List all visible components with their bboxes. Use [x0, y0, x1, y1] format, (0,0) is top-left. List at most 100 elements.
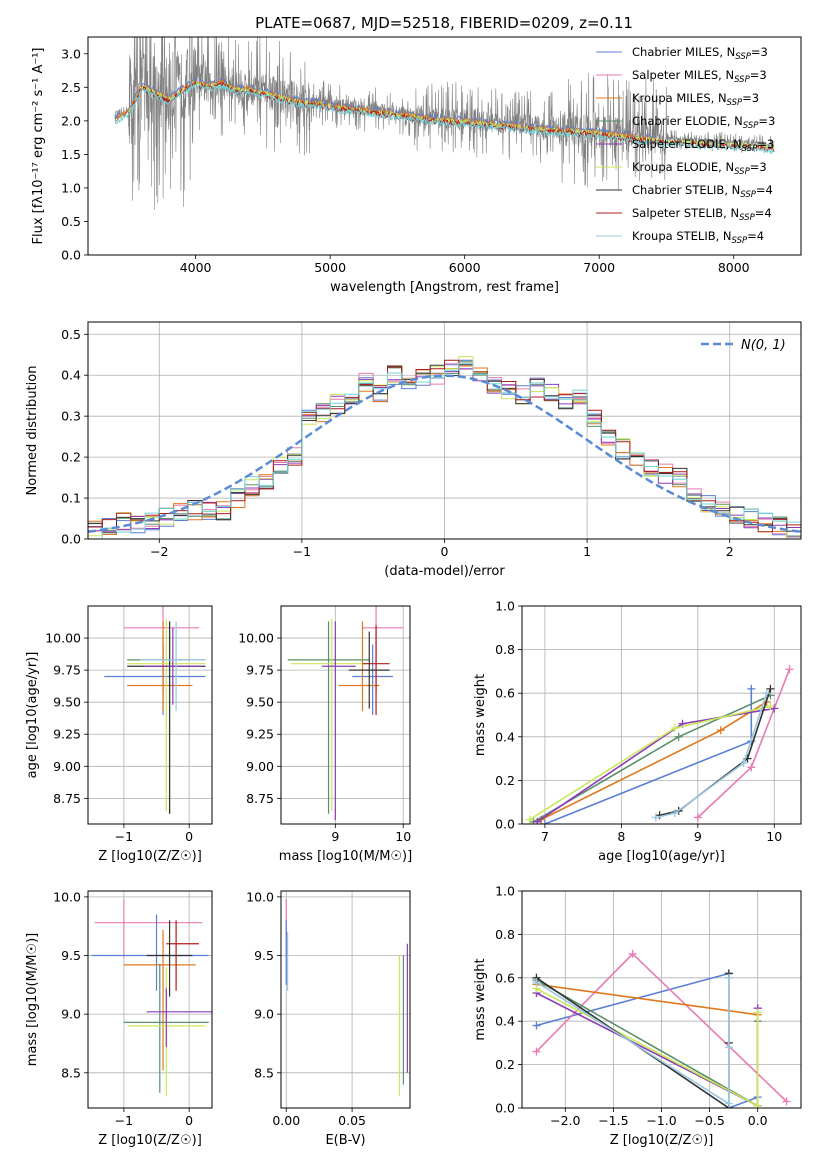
- tick-label-x: 0: [185, 1113, 193, 1128]
- tick-label-x: 9: [331, 829, 339, 844]
- tick-label-y: 10.00: [238, 631, 274, 646]
- legend-label: Salpeter ELODIE, NSSP=3: [632, 137, 774, 154]
- figure-title: PLATE=0687, MJD=52518, FIBERID=0209, z=0…: [255, 14, 633, 32]
- tick-label-y: 0.4: [495, 1014, 515, 1029]
- tick-label-x: 10: [395, 829, 411, 844]
- tick-label-y: 0.8: [495, 927, 515, 942]
- tick-label-y: 0.0: [495, 1101, 515, 1116]
- weight-marker: [532, 1021, 541, 1030]
- tick-label-x: 6000: [449, 260, 481, 275]
- weight-marker: [670, 724, 679, 733]
- tick-label-y: 3.0: [61, 46, 81, 61]
- legend-label-sub: SSP: [743, 121, 759, 131]
- axis-label-y: mass weight: [473, 674, 488, 756]
- weight-series-line: [535, 977, 730, 1106]
- tick-label-y: 9.25: [53, 727, 81, 742]
- tick-label-x: 7: [541, 829, 549, 844]
- age_vs_Z-axes: −1 0 8.75 9.00 9.25 9.50 9.75 10.00 Z [log10(Z/Z…: [25, 606, 212, 864]
- weight-marker: [525, 815, 534, 824]
- legend-label-tail: =3: [758, 114, 775, 128]
- tick-label-y: 0.3: [61, 409, 81, 424]
- tick-label-x: −1: [115, 1113, 133, 1128]
- weight-marker: [753, 1008, 762, 1017]
- mass_vs_Z-errorbars: [91, 899, 212, 1097]
- weight_vs_age-lines: [525, 665, 794, 824]
- weight_vs_Z-lines: [532, 949, 791, 1108]
- tick-label-y: 9.50: [53, 695, 81, 710]
- mass_vs_Z-axes: −1 0 8.5 9.0 9.5 10.0 Z [log10(Z/Z☉)] mass [log…: [25, 889, 212, 1148]
- tick-label-y: 0.2: [495, 1057, 515, 1072]
- weight-series-line: [655, 692, 768, 819]
- legend-label-tail: =3: [750, 160, 767, 174]
- weight-marker: [628, 949, 637, 958]
- axis-label-x: (data-model)/error: [384, 564, 505, 579]
- tick-label-x: 7000: [583, 260, 615, 275]
- weight_vs_Z-axes: −2.0 −1.5 −1.0 −0.5 0.0 0.0 0.2 0.4 0.6 0.8 1.0 Z […: [473, 884, 801, 1148]
- tick-label-y: 10.00: [45, 631, 81, 646]
- legend-label: Chabrier STELIB, NSSP=4: [632, 183, 773, 200]
- model-spectrum-line: [114, 83, 774, 155]
- legend-label: Chabrier ELODIE, NSSP=3: [632, 114, 775, 131]
- axis-label-x: mass [log10(M/M☉)]: [279, 849, 412, 864]
- weight-marker: [693, 813, 702, 822]
- tick-label-x: 8: [617, 829, 625, 844]
- tick-label-y: 0.5: [61, 327, 81, 342]
- tick-label-y: 8.5: [61, 1065, 81, 1080]
- weight-marker: [785, 665, 794, 674]
- axis-label-y: age [log10(age/yr)]: [25, 652, 40, 779]
- tick-label-y: 2.0: [61, 113, 81, 128]
- tick-label-y: 1.5: [61, 147, 81, 162]
- tick-label-y: 0.6: [495, 686, 515, 701]
- legend-label-sub: SSP: [742, 144, 758, 154]
- age_vs_mass-errorbars: [287, 606, 404, 821]
- weight-marker: [724, 973, 733, 982]
- axes-frame: [280, 605, 411, 825]
- axis-label-x: age [log10(age/yr)]: [598, 849, 725, 864]
- tick-label-y: 9.75: [246, 663, 274, 678]
- tick-label-x: −1.0: [646, 1113, 676, 1128]
- model-spectrum-line: [114, 78, 653, 142]
- axes-frame: [87, 605, 213, 825]
- tick-label-y: 0.0: [61, 532, 81, 547]
- tick-label-y: 1.0: [495, 884, 515, 899]
- axis-label-y: Normed distribution: [25, 366, 40, 496]
- tick-label-y: 0.4: [61, 368, 81, 383]
- axes-frame: [521, 605, 802, 825]
- legend-label-tail: =4: [756, 183, 773, 197]
- weight-marker: [747, 684, 756, 693]
- tick-label-y: 0.1: [61, 491, 81, 506]
- legend-label-tail: =3: [751, 45, 768, 59]
- age_vs_Z-errorbars: [104, 606, 206, 814]
- legend-label-tail: =3: [757, 137, 774, 151]
- tick-label-y: 9.00: [53, 759, 81, 774]
- legend-label-sub: SSP: [739, 213, 755, 223]
- legend-label-tail: =3: [742, 91, 759, 105]
- tick-label-x: 5000: [314, 260, 346, 275]
- legend-label: Salpeter MILES, NSSP=3: [632, 68, 767, 85]
- tick-label-y: 10.0: [53, 889, 81, 904]
- tick-label-x: 9: [694, 829, 702, 844]
- tick-label-y: 0.0: [61, 248, 81, 263]
- tick-label-x: 4000: [180, 260, 212, 275]
- axes-frame: [280, 890, 411, 1109]
- spectrum-lines: [114, 37, 775, 210]
- histogram-steps: [88, 356, 801, 539]
- weight-marker: [753, 1101, 762, 1108]
- tick-label-x: 0: [441, 544, 449, 559]
- weight-marker: [540, 820, 549, 824]
- tick-label-y: 9.00: [246, 759, 274, 774]
- axis-label-x: wavelength [Angstrom, rest frame]: [330, 280, 559, 295]
- weight-marker: [766, 702, 775, 711]
- model-spectrum-line: [127, 80, 775, 153]
- legend-label-text: Chabrier STELIB, N: [632, 183, 740, 197]
- tick-label-y: 9.0: [61, 1007, 81, 1022]
- weight-marker: [651, 813, 660, 822]
- weight-marker: [716, 726, 725, 735]
- legend-label-sub: SSP: [735, 52, 751, 62]
- axis-label-y: mass [log10(M/M☉)]: [25, 933, 40, 1066]
- tick-label-y: 9.25: [246, 727, 274, 742]
- tick-label-y: 0.2: [61, 450, 81, 465]
- axes-frame: [521, 890, 802, 1109]
- tick-label-x: 0.05: [338, 1113, 366, 1128]
- tick-label-y: 1.0: [495, 599, 515, 614]
